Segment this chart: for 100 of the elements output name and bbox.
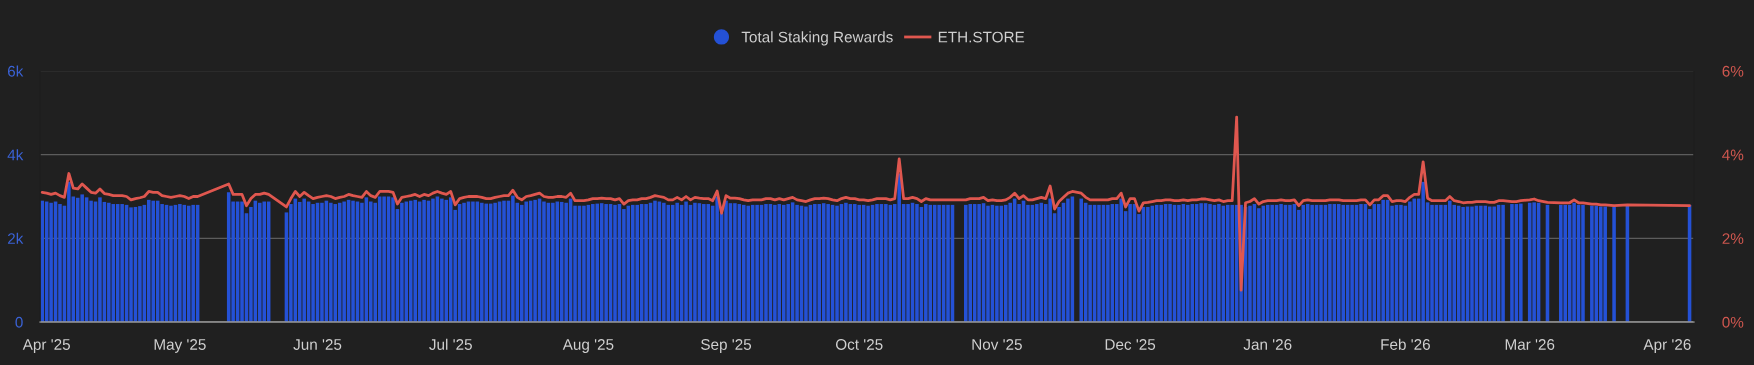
- bar: [1003, 204, 1008, 322]
- x-tick-label: Apr '26: [1643, 339, 1691, 353]
- bar: [400, 202, 404, 322]
- bar: [502, 200, 506, 322]
- x-tick-label: Oct '25: [835, 339, 883, 350]
- bar: [724, 200, 728, 322]
- bar: [1590, 205, 1594, 322]
- bar: [613, 204, 617, 322]
- bar: [186, 205, 191, 322]
- bar: [1376, 204, 1381, 322]
- bar: [773, 204, 777, 322]
- x-tick-label: Nov '25: [972, 339, 1022, 350]
- bar: [1381, 199, 1385, 322]
- bar: [351, 200, 355, 322]
- bar: [1310, 204, 1314, 322]
- bar: [946, 204, 950, 322]
- bar: [329, 202, 333, 322]
- bar: [1461, 206, 1465, 322]
- bar: [1154, 204, 1159, 322]
- bar: [662, 202, 666, 322]
- bar: [906, 204, 910, 322]
- bar: [138, 206, 142, 322]
- bar: [1288, 204, 1292, 322]
- bar: [191, 204, 195, 322]
- y-tick-label: 2k: [7, 232, 24, 244]
- bar: [675, 202, 679, 322]
- bar: [1279, 204, 1283, 322]
- bar: [67, 181, 71, 322]
- bar: [1341, 204, 1345, 322]
- bar: [311, 204, 315, 322]
- bar: [857, 204, 862, 322]
- bar: [670, 204, 675, 322]
- bar: [369, 201, 373, 322]
- bar: [382, 196, 386, 322]
- bar: [1532, 202, 1536, 322]
- bar: [151, 200, 155, 322]
- bar: [240, 201, 244, 322]
- bar: [1328, 204, 1332, 322]
- bar: [1270, 204, 1274, 322]
- bar: [320, 202, 324, 322]
- bar: [471, 201, 475, 322]
- bar: [1421, 181, 1425, 322]
- bar: [706, 204, 711, 322]
- bar: [1448, 200, 1452, 322]
- bar: [1248, 205, 1252, 322]
- bar: [1106, 204, 1110, 322]
- bar: [937, 204, 941, 322]
- bar: [1563, 204, 1568, 322]
- bar: [1119, 198, 1123, 322]
- bar: [462, 202, 466, 322]
- bar: [1301, 204, 1306, 322]
- bar: [644, 204, 648, 322]
- x-tick-label: Jul '25: [429, 338, 472, 350]
- bar: [551, 202, 555, 322]
- bar: [1159, 204, 1163, 322]
- legend-label: Total Staking Rewards: [741, 31, 893, 46]
- bar: [764, 204, 768, 322]
- bar: [582, 205, 586, 322]
- bar: [595, 203, 600, 322]
- bar: [875, 204, 879, 322]
- bar: [1412, 198, 1417, 322]
- bar: [533, 199, 537, 322]
- bar: [559, 201, 564, 322]
- bar: [715, 196, 719, 322]
- bar: [1217, 204, 1221, 322]
- bar: [160, 204, 164, 322]
- bar: [1088, 204, 1092, 322]
- bar: [817, 204, 822, 322]
- x-tick-label: Sep '25: [701, 339, 752, 353]
- y-tick-label: 4k: [7, 149, 24, 161]
- line-series: [40, 115, 1691, 292]
- bar: [884, 204, 888, 322]
- bar: [519, 204, 524, 322]
- bar: [742, 204, 746, 322]
- bar: [1168, 204, 1172, 322]
- bar: [733, 203, 737, 322]
- bar: [511, 195, 515, 322]
- legend-label: ETH.STORE: [938, 31, 1025, 43]
- y2-tick-label: 0%: [1722, 316, 1744, 328]
- bar: [1257, 208, 1261, 322]
- bar: [1057, 206, 1061, 322]
- x-tick-label: May '25: [154, 339, 206, 353]
- bar: [835, 205, 839, 322]
- bar: [258, 202, 262, 322]
- y-tick-label: 0: [15, 316, 23, 328]
- bar: [342, 201, 346, 322]
- bar: [995, 205, 999, 322]
- bar: [1572, 202, 1576, 322]
- bar: [422, 199, 426, 322]
- bar: [1066, 198, 1070, 322]
- bar: [302, 198, 306, 322]
- bar: [804, 206, 808, 322]
- bar: [795, 204, 799, 322]
- bar: [1208, 204, 1212, 322]
- bar: [58, 204, 62, 322]
- bar: [484, 203, 489, 322]
- bar: [1559, 204, 1563, 322]
- bar: [413, 199, 417, 322]
- bar: [813, 204, 817, 322]
- bar: [693, 202, 697, 322]
